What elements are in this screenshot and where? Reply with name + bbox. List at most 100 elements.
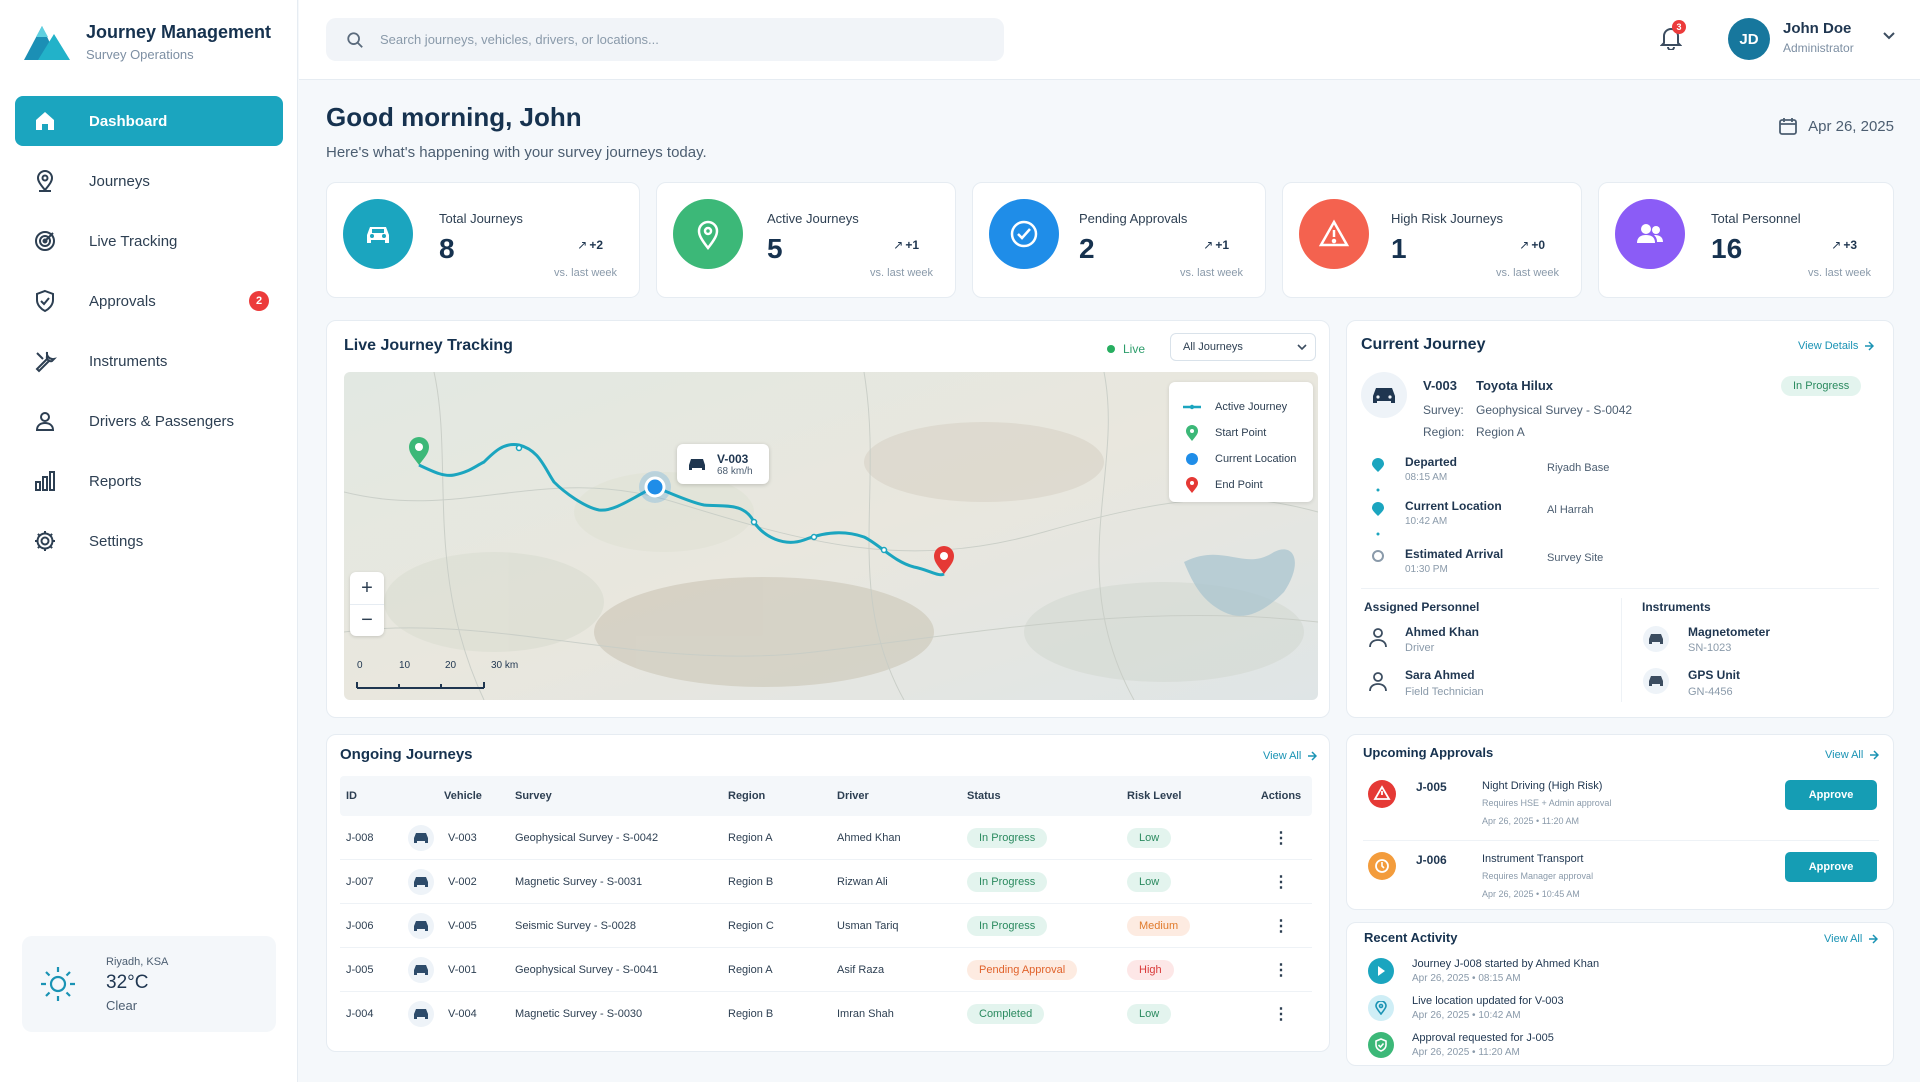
view-all-journeys-link[interactable]: View All <box>1263 750 1318 762</box>
sidebar-item-journeys[interactable]: Journeys <box>15 156 283 206</box>
scale-label: 0 <box>357 660 363 671</box>
column-header[interactable]: Risk Level <box>1127 790 1182 802</box>
page-subtitle: Here's what's happening with your survey… <box>326 144 707 161</box>
kpi-card-active-journeys[interactable]: Active Journeys 5 ↗ +1 vs. last week <box>656 182 956 298</box>
table-row[interactable]: J-007 V-002 Magnetic Survey - S-0031 Reg… <box>340 860 1312 904</box>
activity-item[interactable]: Journey J-008 started by Ahmed Khan Apr 2… <box>1368 958 1599 984</box>
sidebar-item-instruments[interactable]: Instruments <box>15 336 283 386</box>
view-details-link[interactable]: View Details <box>1798 340 1875 352</box>
cell-survey: Geophysical Survey - S-0041 <box>515 963 659 976</box>
vehicle-callout[interactable]: V-003 68 km/h <box>677 444 769 484</box>
notifications-button[interactable]: 3 <box>1660 20 1686 50</box>
table-row[interactable]: J-004 V-004 Magnetic Survey - S-0030 Reg… <box>340 992 1312 1036</box>
user-name[interactable]: John Doe <box>1783 20 1852 37</box>
car-icon <box>408 824 434 851</box>
kpi-delta-value: +2 <box>589 238 603 252</box>
zoom-in-button[interactable]: + <box>361 576 373 599</box>
kpi-value: 8 <box>439 233 455 264</box>
map-pin-icon <box>673 199 743 269</box>
sidebar-item-live-tracking[interactable]: Live Tracking <box>15 216 283 266</box>
kpi-comparison: vs. last week <box>1496 267 1559 279</box>
kpi-card-total-journeys[interactable]: Total Journeys 8 ↗ +2 vs. last week <box>326 182 640 298</box>
live-dot-icon <box>1107 345 1115 353</box>
column-header[interactable]: Status <box>967 790 1001 802</box>
chevron-down-icon[interactable] <box>1883 32 1895 40</box>
column-header[interactable]: Survey <box>515 790 552 802</box>
sidebar-item-reports[interactable]: Reports <box>15 456 283 506</box>
kpi-value: 5 <box>767 233 783 264</box>
zoom-out-button[interactable]: − <box>350 604 384 636</box>
user-icon <box>1369 628 1387 648</box>
sidebar-item-dashboard[interactable]: Dashboard <box>15 96 283 146</box>
cell-id: J-006 <box>346 919 374 932</box>
vehicle-id: V-003 <box>1423 378 1457 393</box>
kpi-card-total-personnel[interactable]: Total Personnel 16 ↗ +3 vs. last week <box>1598 182 1894 298</box>
cell-vehicle: V-002 <box>448 875 477 888</box>
more-actions-icon[interactable]: ⋮ <box>1273 961 1289 979</box>
sidebar-item-label: Drivers & Passengers <box>89 412 235 430</box>
risk-badge: Low <box>1127 1004 1172 1024</box>
search-icon <box>347 31 363 48</box>
more-actions-icon[interactable]: ⋮ <box>1273 917 1289 935</box>
more-actions-icon[interactable]: ⋮ <box>1273 1006 1289 1023</box>
kpi-delta: ↗ +1 <box>1203 238 1229 252</box>
approval-id: J-005 <box>1416 780 1447 794</box>
kpi-card-pending-approvals[interactable]: Pending Approvals 2 ↗ +1 vs. last week <box>972 182 1266 298</box>
instrument-name: Magnetometer <box>1688 625 1771 639</box>
cell-vehicle: V-005 <box>448 919 477 932</box>
live-map[interactable] <box>344 372 1318 700</box>
cell-id: J-004 <box>346 1008 374 1020</box>
journey-filter-select[interactable]: All Journeys <box>1170 333 1316 361</box>
table-row[interactable]: J-006 V-005 Seismic Survey - S-0028 Regi… <box>340 904 1312 948</box>
weather-condition: Clear <box>106 997 138 1013</box>
kpi-delta-value: +3 <box>1843 238 1857 252</box>
date-text: Apr 26, 2025 <box>1808 117 1894 135</box>
kpi-comparison: vs. last week <box>1180 267 1243 279</box>
warning-icon <box>1299 199 1369 269</box>
personnel-role: Driver <box>1405 642 1435 654</box>
sidebar-item-approvals[interactable]: Approvals 2 <box>15 276 283 326</box>
current-location-marker[interactable] <box>639 471 671 503</box>
more-actions-icon[interactable]: ⋮ <box>1273 873 1289 891</box>
car-icon <box>408 956 434 983</box>
kpi-delta-value: +1 <box>1215 238 1229 252</box>
table-row[interactable]: J-005 V-001 Geophysical Survey - S-0041 … <box>340 948 1312 992</box>
vehicle-speed: 68 km/h <box>717 465 753 477</box>
approve-button[interactable]: Approve <box>1785 852 1877 882</box>
approve-button[interactable]: Approve <box>1785 780 1877 810</box>
activity-item[interactable]: Approval requested for J-005 Apr 26, 2025… <box>1368 1032 1554 1058</box>
column-header[interactable]: ID <box>346 790 357 802</box>
table-row[interactable]: J-008 V-003 Geophysical Survey - S-0042 … <box>340 816 1312 860</box>
search-input[interactable] <box>380 32 940 47</box>
avatar[interactable]: JD <box>1728 18 1770 60</box>
search-bar[interactable] <box>326 18 1004 61</box>
personnel-role: Field Technician <box>1405 686 1484 698</box>
start-point-marker[interactable] <box>409 437 429 465</box>
brand[interactable]: Journey Management Survey Operations <box>22 20 271 64</box>
kpi-card-high-risk-journeys[interactable]: High Risk Journeys 1 ↗ +0 vs. last week <box>1282 182 1582 298</box>
cell-id: J-008 <box>346 831 374 844</box>
kpi-value: 2 <box>1079 233 1095 264</box>
column-header[interactable]: Region <box>728 790 766 802</box>
kpi-comparison: vs. last week <box>870 267 933 279</box>
brand-subtitle: Survey Operations <box>86 47 194 62</box>
date-display[interactable]: Apr 26, 2025 <box>1778 116 1894 136</box>
column-header[interactable]: Vehicle <box>444 790 482 802</box>
cell-driver: Rizwan Ali <box>837 875 888 888</box>
activity-item[interactable]: Live location updated for V-003 Apr 26, 2… <box>1368 995 1564 1021</box>
car-icon <box>343 199 413 269</box>
journey-filter-value: All Journeys <box>1183 341 1243 353</box>
sidebar-item-drivers-passengers[interactable]: Drivers & Passengers <box>15 396 283 446</box>
more-actions-icon[interactable]: ⋮ <box>1273 829 1289 847</box>
column-header[interactable]: Driver <box>837 790 869 802</box>
end-point-marker[interactable] <box>934 546 954 574</box>
user-icon <box>1369 672 1387 692</box>
view-all-approvals-link[interactable]: View All <box>1825 749 1880 761</box>
view-all-activity-link[interactable]: View All <box>1824 933 1879 945</box>
activity-date: Apr 26, 2025 • 11:20 AM <box>1412 1047 1520 1058</box>
sidebar-item-settings[interactable]: Settings <box>15 516 283 566</box>
trend-up-icon: ↗ <box>1831 238 1842 252</box>
risk-badge: Low <box>1127 871 1172 892</box>
live-status-label: Live <box>1123 342 1146 356</box>
instruments-title: Instruments <box>1642 600 1711 614</box>
